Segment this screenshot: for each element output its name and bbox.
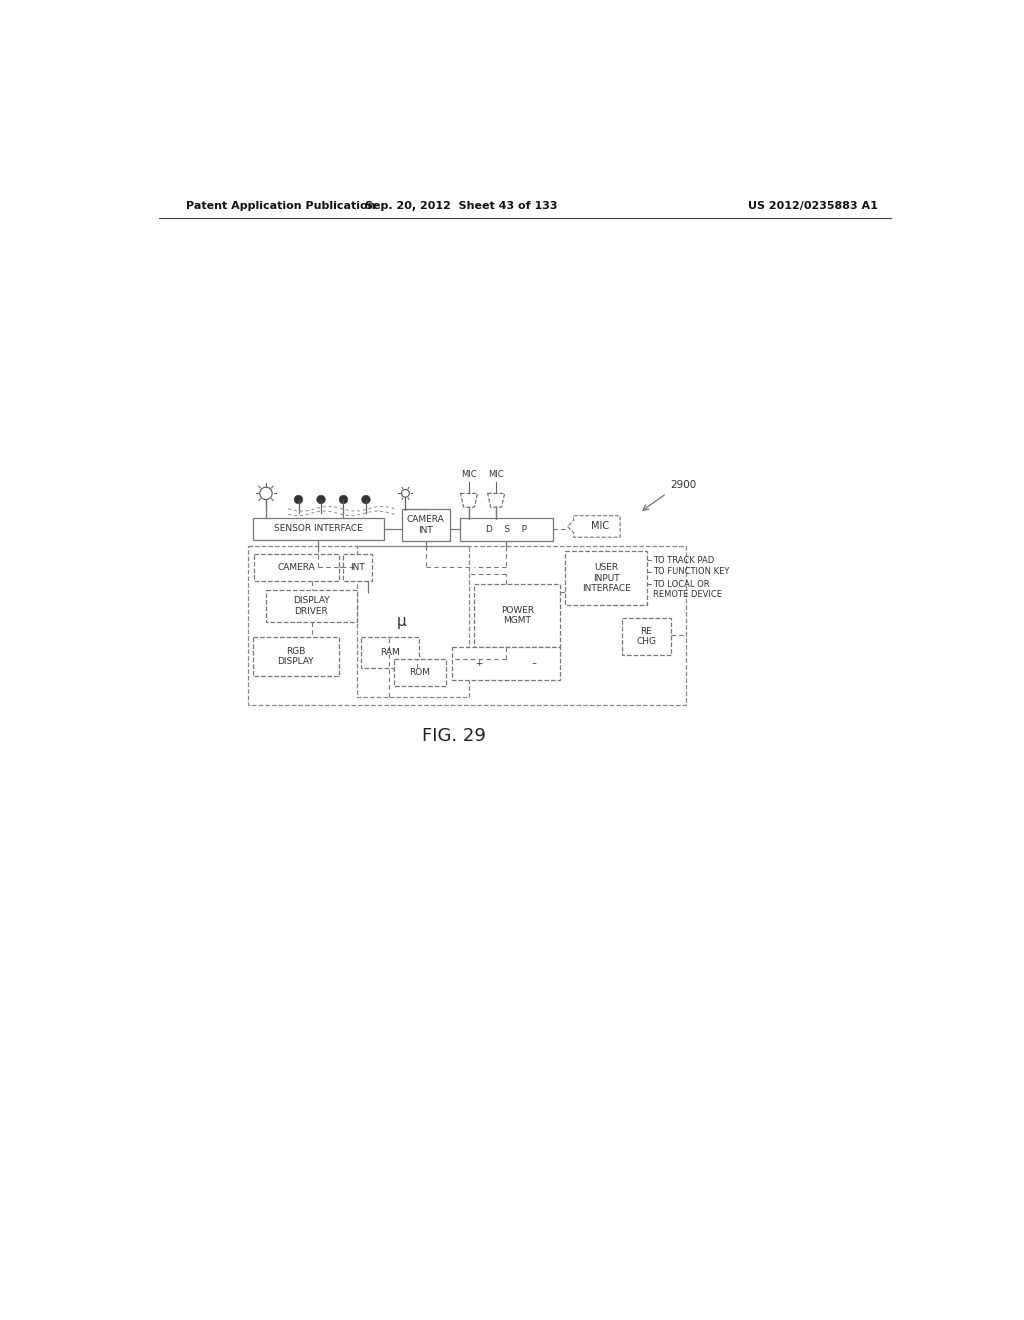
Bar xyxy=(394,659,445,686)
Text: MIC: MIC xyxy=(591,521,609,532)
Bar xyxy=(623,618,671,655)
Bar xyxy=(356,545,469,697)
Text: RE
CHG: RE CHG xyxy=(637,627,656,647)
Bar xyxy=(460,517,553,541)
Bar xyxy=(565,552,647,605)
Circle shape xyxy=(294,495,303,504)
Text: USER
INPUT
INTERFACE: USER INPUT INTERFACE xyxy=(582,564,631,593)
Text: 2900: 2900 xyxy=(671,480,696,490)
Text: DISPLAY
DRIVER: DISPLAY DRIVER xyxy=(293,597,330,616)
Text: TO TRACK PAD: TO TRACK PAD xyxy=(653,556,715,565)
Bar xyxy=(266,590,356,622)
Circle shape xyxy=(339,495,348,504)
Text: TO LOCAL OR: TO LOCAL OR xyxy=(653,579,710,589)
Text: Sep. 20, 2012  Sheet 43 of 133: Sep. 20, 2012 Sheet 43 of 133 xyxy=(365,201,557,211)
Text: SENSOR INTERFACE: SENSOR INTERFACE xyxy=(273,524,362,533)
Text: CAMERA
INT: CAMERA INT xyxy=(407,515,444,535)
Text: INT: INT xyxy=(350,564,365,572)
Circle shape xyxy=(316,495,326,504)
Text: US 2012/0235883 A1: US 2012/0235883 A1 xyxy=(748,201,878,211)
Text: RAM: RAM xyxy=(380,648,399,657)
Bar xyxy=(343,554,372,581)
Text: CAMERA: CAMERA xyxy=(278,564,315,572)
Bar xyxy=(253,517,384,540)
Text: TO FUNCTION KEY: TO FUNCTION KEY xyxy=(653,568,730,577)
Text: MIC: MIC xyxy=(488,470,504,479)
Bar xyxy=(253,636,339,676)
Text: Patent Application Publication: Patent Application Publication xyxy=(186,201,376,211)
Bar xyxy=(248,545,686,705)
Text: MIC: MIC xyxy=(461,470,477,479)
Bar xyxy=(360,636,419,668)
Text: REMOTE DEVICE: REMOTE DEVICE xyxy=(653,590,723,599)
Circle shape xyxy=(361,495,371,504)
Text: μ: μ xyxy=(396,614,406,630)
Text: ROM: ROM xyxy=(410,668,430,677)
Text: POWER
MGMT: POWER MGMT xyxy=(501,606,534,626)
Text: FIG. 29: FIG. 29 xyxy=(422,727,485,744)
Bar xyxy=(452,647,560,681)
Bar xyxy=(401,508,450,541)
Text: D    S    P: D S P xyxy=(485,525,526,535)
Bar xyxy=(474,585,560,647)
Text: +                 –: + – xyxy=(476,660,537,668)
Bar xyxy=(254,554,339,581)
Text: RGB
DISPLAY: RGB DISPLAY xyxy=(278,647,314,665)
